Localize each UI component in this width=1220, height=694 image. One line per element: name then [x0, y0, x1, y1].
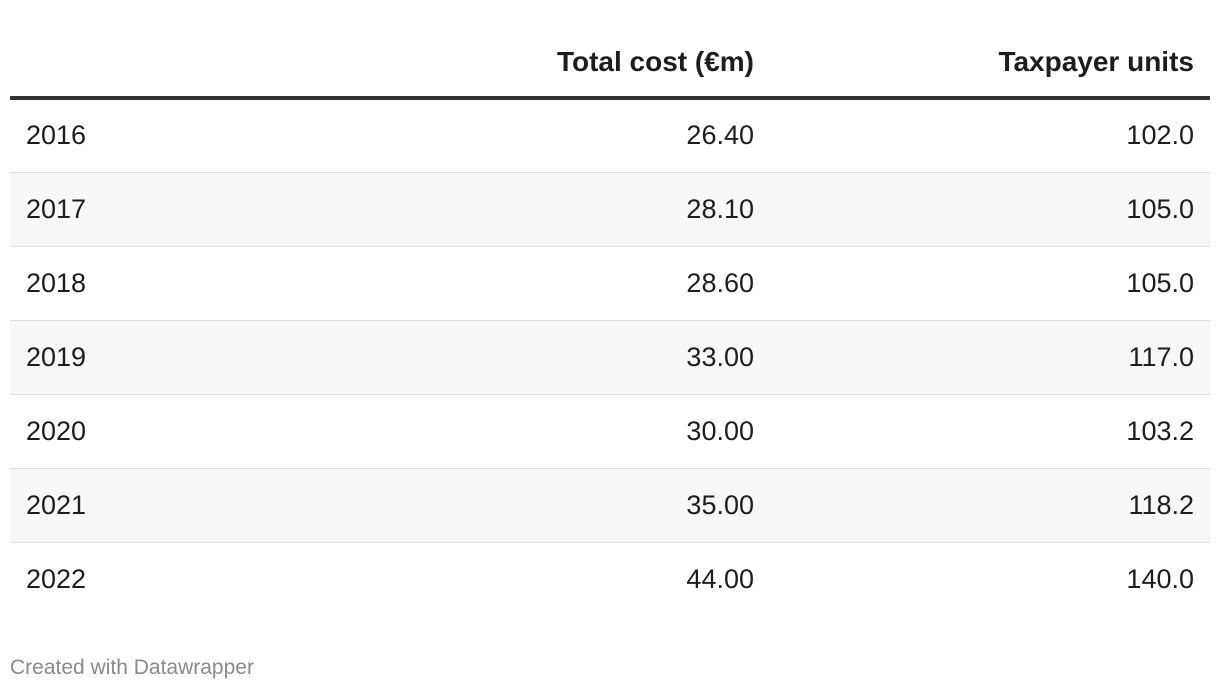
table-row: 2022 44.00 140.0 — [10, 542, 1210, 616]
table-row: 2021 35.00 118.2 — [10, 468, 1210, 543]
year-cell: 2018 — [10, 246, 260, 321]
total-cost-cell: 30.00 — [260, 394, 770, 469]
table-header: Total cost (€m) Taxpayer units — [10, 28, 1210, 100]
taxpayer-units-cell: 117.0 — [770, 320, 1210, 395]
data-table-container: Total cost (€m) Taxpayer units 2016 26.4… — [10, 28, 1210, 616]
total-cost-cell: 28.60 — [260, 246, 770, 321]
total-cost-cell: 26.40 — [260, 98, 770, 173]
taxpayer-units-cell: 102.0 — [770, 98, 1210, 173]
column-header-year — [10, 28, 260, 100]
taxpayer-units-cell: 105.0 — [770, 246, 1210, 321]
table-row: 2019 33.00 117.0 — [10, 320, 1210, 395]
table-row: 2016 26.40 102.0 — [10, 98, 1210, 173]
year-cell: 2022 — [26, 563, 87, 594]
year-cell: 2019 — [10, 320, 260, 395]
total-cost-cell: 28.10 — [260, 172, 770, 247]
table-body: 2016 26.40 102.0 2017 28.10 105.0 2018 2… — [10, 98, 1210, 616]
column-header-taxpayer-units: Taxpayer units — [770, 28, 1210, 100]
total-cost-cell: 44.00 — [686, 563, 754, 594]
year-cell: 2017 — [10, 172, 260, 247]
table-row: 2018 28.60 105.0 — [10, 246, 1210, 321]
table-row: 2017 28.10 105.0 — [10, 172, 1210, 247]
header-row: Total cost (€m) Taxpayer units — [10, 28, 1210, 100]
taxpayer-units-cell: 103.2 — [770, 394, 1210, 469]
taxpayer-units-cell: 140.0 — [1126, 563, 1194, 594]
year-cell: 2020 — [10, 394, 260, 469]
year-cell: 2021 — [10, 468, 260, 543]
year-cell: 2016 — [10, 98, 260, 173]
datawrapper-credit: Created with Datawrapper — [10, 656, 254, 679]
table-row: 2020 30.00 103.2 — [10, 394, 1210, 469]
total-cost-cell: 33.00 — [260, 320, 770, 395]
taxpayer-units-cell: 118.2 — [770, 468, 1210, 543]
column-header-total-cost: Total cost (€m) — [260, 28, 770, 100]
taxpayer-units-cell: 105.0 — [770, 172, 1210, 247]
total-cost-cell: 35.00 — [260, 468, 770, 543]
data-table: Total cost (€m) Taxpayer units 2016 26.4… — [10, 28, 1210, 616]
